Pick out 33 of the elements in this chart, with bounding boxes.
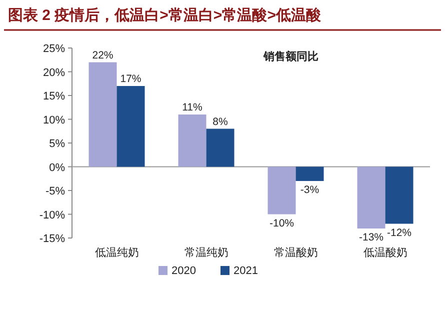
chart-subtitle: 销售额同比 <box>262 50 318 63</box>
data-label: -10% <box>269 217 294 230</box>
y-tick-label: 15% <box>42 90 66 102</box>
legend-label: 2020 <box>172 265 196 277</box>
bar <box>178 114 206 167</box>
y-tick-label: -5% <box>45 186 66 198</box>
y-tick-label: 0% <box>49 162 66 174</box>
x-tick-label: 常温纯奶 <box>184 246 228 259</box>
data-label: 8% <box>212 116 228 128</box>
y-tick-label: -15% <box>39 233 66 245</box>
bar <box>88 62 117 167</box>
x-tick-label: 常温酸奶 <box>274 246 318 259</box>
data-label: -13% <box>358 232 384 244</box>
bar <box>385 166 414 224</box>
bar <box>296 166 324 181</box>
bar <box>357 166 386 228</box>
data-label: -3% <box>300 184 320 196</box>
x-tick-label: 低温酸奶 <box>363 247 408 259</box>
legend-label: 2021 <box>234 265 258 277</box>
bar <box>116 86 145 167</box>
bar <box>268 166 296 214</box>
y-tick-label: 25% <box>42 43 66 55</box>
y-tick-label: 20% <box>42 66 66 79</box>
bar <box>206 128 234 167</box>
chart-title: 图表 2 疫情后，低温白>常温白>常温酸>低温酸 <box>8 7 322 24</box>
y-tick-label: -10% <box>39 209 66 222</box>
data-label: 17% <box>120 73 142 85</box>
data-label: 22% <box>92 49 114 62</box>
x-tick-label: 低温纯奶 <box>94 247 139 259</box>
y-tick-label: 10% <box>42 114 66 126</box>
data-label: -12% <box>386 226 412 239</box>
data-label: 11% <box>182 102 202 114</box>
y-tick-label: 5% <box>49 138 66 150</box>
